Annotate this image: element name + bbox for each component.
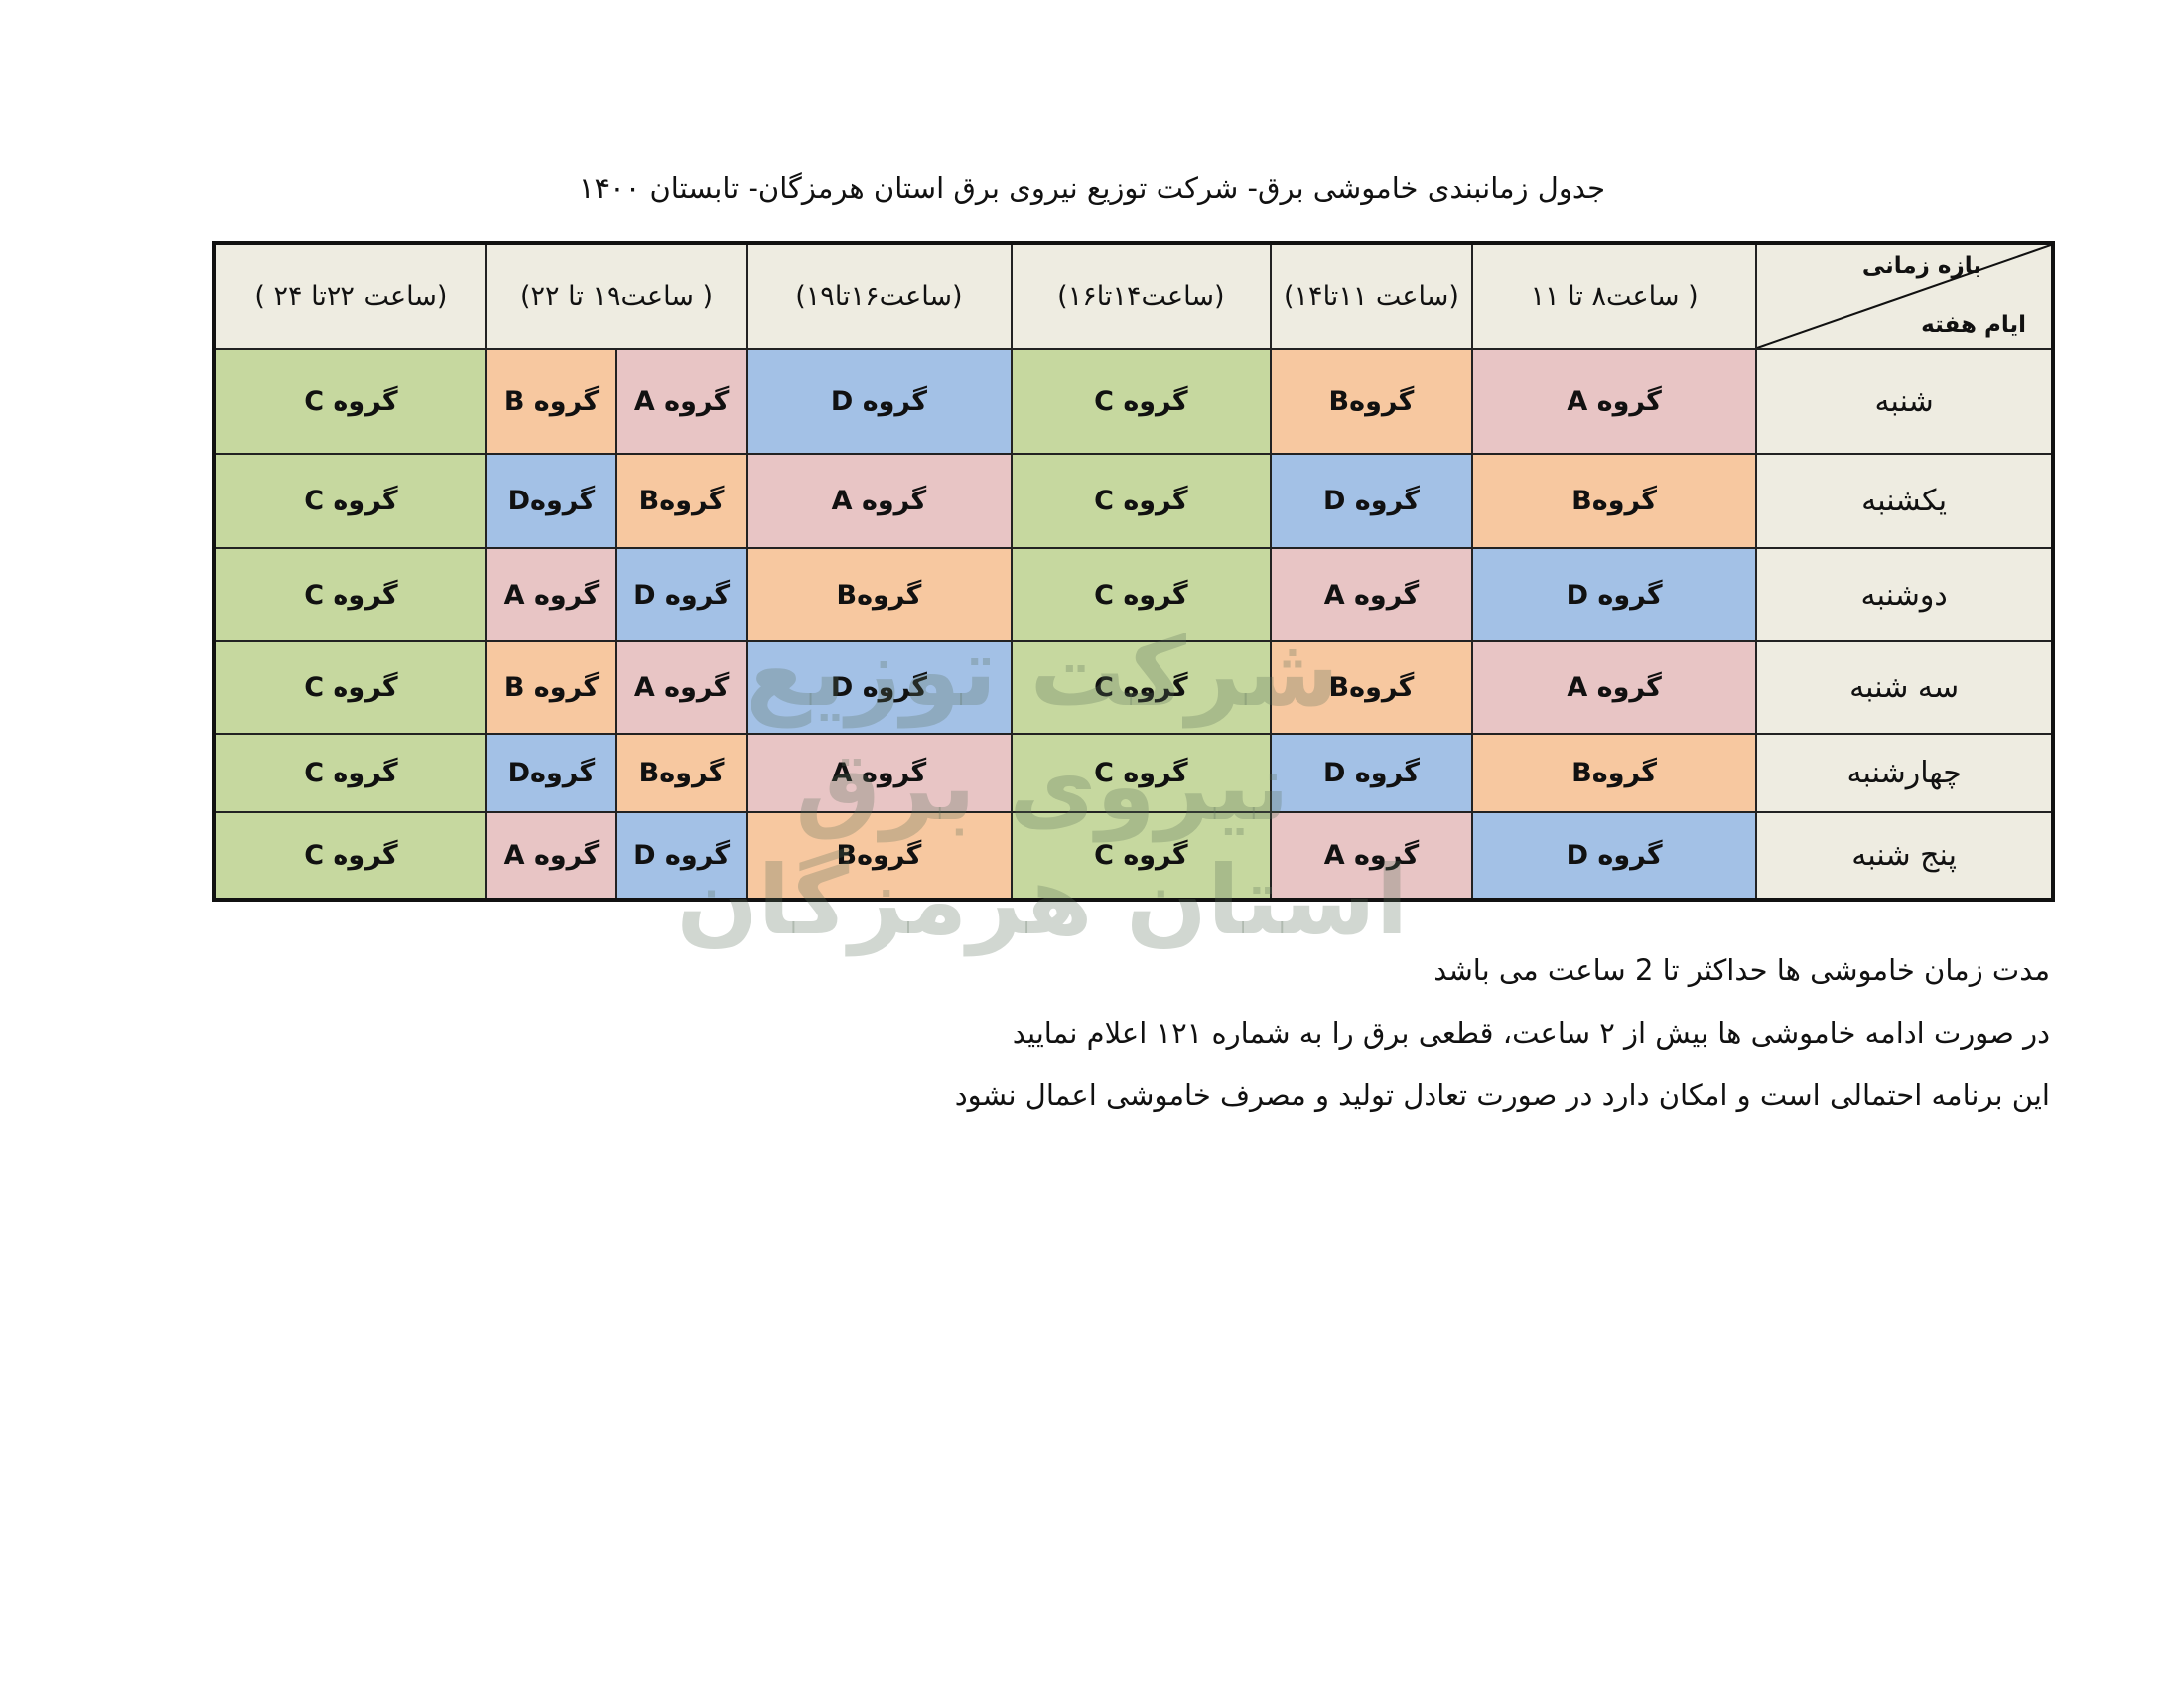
header-14-16: (ساعت۱۴تا۱۶) — [1010, 242, 1272, 350]
header-19-22: ( ساعت۱۹ تا ۲۲) — [484, 242, 749, 350]
group-cell: گروه D — [746, 640, 1013, 735]
group-cell: گروهB — [746, 547, 1013, 642]
group-cell: گروه C — [213, 640, 487, 735]
corner-header: بازه زمانی ایام هفته — [1755, 242, 2054, 350]
weekday-cell: چهارشنبه — [1755, 733, 2054, 813]
blackout-schedule-table: بازه زمانی ایام هفته ( ساعت۸ تا ۱۱ (ساعت… — [212, 241, 2055, 902]
group-cell: گروهD — [484, 453, 618, 549]
group-cell: گروهB — [615, 733, 749, 813]
group-cell: گروه A — [746, 733, 1013, 813]
group-cell: گروهB — [1269, 640, 1473, 735]
note-report-number: در صورت ادامه خاموشی ها بیش از ۲ ساعت، ق… — [1012, 1016, 2050, 1050]
note-probabilistic: این برنامه احتمالی است و امکان دارد در ص… — [954, 1078, 2050, 1112]
weekday-cell: یکشنبه — [1755, 453, 2054, 549]
group-cell: گروهB — [1470, 733, 1758, 813]
group-cell: گروه A — [746, 453, 1013, 549]
weekday-label: ایام هفته — [1921, 312, 2026, 338]
group-cell: گروه A — [615, 640, 749, 735]
table-row: پنج شنبه گروه D گروه A گروه C گروهB گروه D گرو… — [213, 811, 2054, 901]
header-row: بازه زمانی ایام هفته ( ساعت۸ تا ۱۱ (ساعت… — [213, 242, 2054, 350]
group-cell: گروه C — [213, 348, 487, 455]
group-cell: گروه D — [615, 547, 749, 642]
group-cell: گروه D — [1269, 733, 1473, 813]
header-22-24: (ساعت ۲۲تا ۲۴ ) — [213, 242, 487, 350]
group-cell: گروه C — [213, 811, 487, 901]
group-cell: گروهB — [1269, 348, 1473, 455]
group-cell: گروه B — [484, 348, 618, 455]
group-cell: گروه A — [484, 547, 618, 642]
group-cell: گروه A — [1470, 348, 1758, 455]
table-row: سه شنبه گروه A گروهB گروه C گروه D گروه A گروه… — [213, 640, 2054, 735]
group-cell: گروه C — [1010, 640, 1272, 735]
group-cell: گروهD — [484, 733, 618, 813]
weekday-cell: پنج شنبه — [1755, 811, 2054, 901]
table-row: یکشنبه گروهB گروه D گروه C گروه A گروهB گروهD گ… — [213, 453, 2054, 549]
group-cell: گروه A — [1269, 547, 1473, 642]
table-row: دوشنبه گروه D گروه A گروه C گروهB گروه D گروه … — [213, 547, 2054, 642]
header-8-11: ( ساعت۸ تا ۱۱ — [1470, 242, 1758, 350]
group-cell: گروه D — [1269, 453, 1473, 549]
group-cell: گروه A — [615, 348, 749, 455]
weekday-cell: سه شنبه — [1755, 640, 2054, 735]
group-cell: گروه C — [213, 733, 487, 813]
group-cell: گروهB — [1470, 453, 1758, 549]
group-cell: گروه C — [213, 453, 487, 549]
header-11-14: (ساعت ۱۱تا۱۴) — [1269, 242, 1473, 350]
group-cell: گروه D — [615, 811, 749, 901]
time-range-label: بازه زمانی — [1861, 253, 1981, 279]
document-title: جدول زمانبندی خاموشی برق- شرکت توزیع نیر… — [578, 171, 1606, 205]
group-cell: گروه C — [213, 547, 487, 642]
notes: مدت زمان خاموشی ها حداکثر تا 2 ساعت می ب… — [955, 953, 2050, 1141]
group-cell: گروه D — [746, 348, 1013, 455]
group-cell: گروه A — [1269, 811, 1473, 901]
group-cell: گروه A — [484, 811, 618, 901]
group-cell: گروه C — [1010, 547, 1272, 642]
group-cell: گروه C — [1010, 348, 1272, 455]
note-max-duration: مدت زمان خاموشی ها حداکثر تا 2 ساعت می ب… — [1433, 953, 2050, 987]
weekday-cell: دوشنبه — [1755, 547, 2054, 642]
group-cell: گروه C — [1010, 733, 1272, 813]
group-cell: گروه D — [1470, 811, 1758, 901]
group-cell: گروهB — [615, 453, 749, 549]
group-cell: گروه C — [1010, 453, 1272, 549]
table-row: چهارشنبه گروهB گروه D گروه C گروه A گروهB گروه… — [213, 733, 2054, 813]
group-cell: گروهB — [746, 811, 1013, 901]
group-cell: گروه A — [1470, 640, 1758, 735]
weekday-cell: شنبه — [1755, 348, 2054, 455]
header-16-19: (ساعت۱۶تا۱۹) — [746, 242, 1013, 350]
group-cell: گروه D — [1470, 547, 1758, 642]
group-cell: گروه B — [484, 640, 618, 735]
group-cell: گروه C — [1010, 811, 1272, 901]
